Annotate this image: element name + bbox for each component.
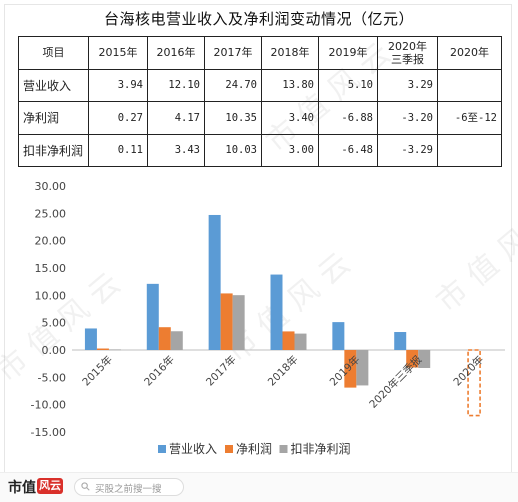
x-tick-label: 2016年 — [141, 353, 177, 389]
y-tick-label: 10.00 — [35, 289, 67, 302]
bar-deducted-net-profit — [294, 333, 307, 350]
table-cell: 10.03 — [204, 133, 262, 167]
y-tick-label: 5.00 — [42, 317, 67, 330]
y-tick-label: 25.00 — [35, 207, 67, 220]
x-tick-label: 2018年 — [265, 353, 301, 389]
y-tick-label: 0.00 — [42, 344, 67, 357]
bar-net-profit — [96, 348, 109, 350]
x-tick-label: 2020年三季报 — [367, 353, 425, 411]
table-header-row: 项目 2015年 2016年 2017年 2018年 2019年 2020年 三… — [18, 36, 502, 70]
bar-revenue — [146, 283, 159, 350]
y-tick-label: -5.00 — [38, 371, 66, 384]
brand-badge: 风云 — [37, 478, 63, 494]
table-cell: 5.10 — [318, 68, 378, 102]
table-cell: 3.43 — [147, 133, 205, 167]
bar-net-profit — [406, 350, 419, 368]
legend-swatch — [225, 445, 233, 453]
brand-logo: 市值 — [8, 480, 36, 496]
search-icon — [81, 482, 90, 491]
search-placeholder: 买股之前搜一搜 — [95, 484, 162, 495]
x-tick-label: 2015年 — [80, 353, 116, 389]
y-tick-label: 15.00 — [35, 262, 67, 275]
table-cell: 24.70 — [204, 68, 262, 102]
table-row-label: 扣非净利润 — [18, 133, 89, 167]
bar-revenue — [394, 332, 407, 350]
table-cell: 12.10 — [147, 68, 205, 102]
bar-deducted-net-profit — [108, 349, 121, 351]
table-cell: -6至-12 — [437, 101, 502, 135]
bar-revenue — [84, 328, 97, 350]
bar-chart: 30.00 25.00 20.00 15.00 10.00 5.00 0.00 -5.00 -1… — [31, 180, 505, 456]
table-cell: -3.29 — [377, 133, 438, 167]
bar-deducted-net-profit — [356, 350, 369, 386]
table-header-cell: 2020年 三季报 — [377, 36, 438, 70]
table-cell: 3.94 — [88, 68, 148, 102]
bar-net-profit — [344, 350, 357, 388]
legend-swatch — [279, 445, 288, 453]
legend-swatch — [158, 445, 166, 453]
table-header-cell: 2016年 — [147, 36, 205, 70]
table-cell: 3.29 — [377, 68, 438, 102]
table-row: 扣非净利润 0.11 3.43 10.03 3.00 -6.48 -3.29 — [18, 133, 502, 167]
financial-table: 项目 2015年 2016年 2017年 2018年 2019年 2020年 三… — [18, 36, 502, 167]
table-header-cell: 2018年 — [261, 36, 319, 70]
table-cell — [437, 68, 502, 102]
bar-net-profit — [220, 293, 233, 350]
bar-net-profit — [282, 331, 295, 350]
table-cell: -3.20 — [377, 101, 438, 135]
x-tick-label: 2017年 — [203, 353, 239, 389]
table-cell: 3.00 — [261, 133, 319, 167]
table-row-label: 营业收入 — [18, 68, 89, 102]
table-cell: 0.27 — [88, 101, 148, 135]
table-cell: 4.17 — [147, 101, 205, 135]
bar-deducted-net-profit — [170, 331, 183, 350]
bar-deducted-net-profit — [232, 295, 245, 350]
y-tick-label: 30.00 — [35, 180, 67, 193]
table-header-cell: 2015年 — [88, 36, 148, 70]
chart-title: 台海核电营业收入及净利润变动情况（亿元） — [103, 10, 414, 28]
table-cell: -6.48 — [318, 133, 378, 167]
table-cell — [437, 133, 502, 167]
bar-revenue — [270, 274, 283, 350]
table-header-cell: 项目 — [18, 36, 89, 70]
table-row: 净利润 0.27 4.17 10.35 3.40 -6.88 -3.20 -6至… — [18, 101, 502, 135]
search-input[interactable]: 买股之前搜一搜 — [74, 478, 184, 496]
y-tick-label: -10.00 — [31, 399, 66, 412]
table-cell: 0.11 — [88, 133, 148, 167]
table-header-cell: 2019年 — [318, 36, 378, 70]
bar-revenue — [332, 322, 345, 350]
legend-label: 营业收入 — [169, 442, 217, 456]
bar-revenue — [208, 214, 221, 350]
legend-label: 净利润 — [236, 442, 272, 456]
table-cell: 10.35 — [204, 101, 262, 135]
table-header-cell: 2020年 — [437, 36, 502, 70]
table-cell: -6.88 — [318, 101, 378, 135]
table-header-cell: 2017年 — [204, 36, 262, 70]
table-row-label: 净利润 — [18, 101, 89, 135]
y-tick-label: -15.00 — [31, 426, 66, 439]
bar-net-profit — [158, 327, 171, 350]
y-tick-label: 20.00 — [35, 235, 67, 248]
table-row: 营业收入 3.94 12.10 24.70 13.80 5.10 3.29 — [18, 68, 502, 102]
table-cell: 3.40 — [261, 101, 319, 135]
legend-label: 扣非净利润 — [291, 442, 351, 456]
footer-bar: 市值 风云 买股之前搜一搜 — [0, 472, 518, 502]
bar-deducted-net-profit — [418, 350, 431, 368]
table-cell: 13.80 — [261, 68, 319, 102]
